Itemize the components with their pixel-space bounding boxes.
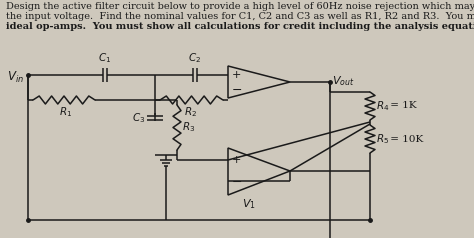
Text: +: + bbox=[232, 155, 241, 165]
Text: $R_3$: $R_3$ bbox=[182, 120, 195, 134]
Text: $R_4$: $R_4$ bbox=[376, 99, 390, 113]
Text: $V_{in}$: $V_{in}$ bbox=[7, 69, 24, 84]
Text: $V_{out}$: $V_{out}$ bbox=[332, 74, 355, 88]
Text: = 1K: = 1K bbox=[387, 101, 417, 110]
Text: $C_2$: $C_2$ bbox=[189, 51, 201, 65]
Text: $C_3$: $C_3$ bbox=[132, 111, 145, 125]
Text: +: + bbox=[232, 70, 241, 80]
Text: $R_5$: $R_5$ bbox=[376, 132, 389, 146]
Text: Design the active filter circuit below to provide a high level of 60Hz noise rej: Design the active filter circuit below t… bbox=[6, 2, 474, 11]
Text: −: − bbox=[232, 84, 243, 96]
Text: = 10K: = 10K bbox=[387, 134, 423, 144]
Text: $R_1$: $R_1$ bbox=[59, 105, 73, 119]
Text: the input voltage.  Find the nominal values for C1, C2 and C3 as well as R1, R2 : the input voltage. Find the nominal valu… bbox=[6, 12, 474, 21]
Text: ideal op-amps.  You must show all calculations for credit including the analysis: ideal op-amps. You must show all calcula… bbox=[6, 22, 474, 31]
Text: $C_1$: $C_1$ bbox=[99, 51, 111, 65]
Text: $V_1$: $V_1$ bbox=[242, 197, 256, 211]
Text: $R_2$: $R_2$ bbox=[184, 105, 198, 119]
Text: −: − bbox=[232, 175, 243, 188]
